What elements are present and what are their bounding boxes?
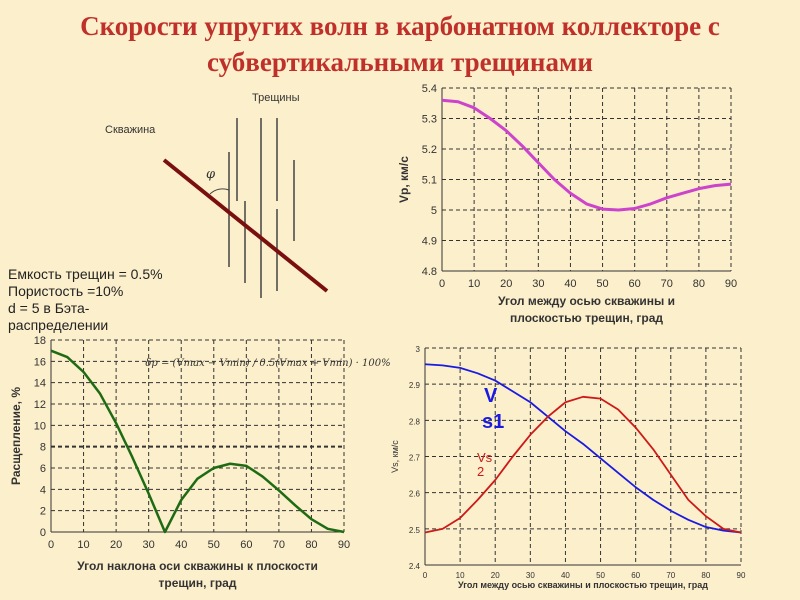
x-tick-label: 20 [500,278,512,290]
x-tick-label: 60 [629,278,641,290]
borehole-line [162,158,329,293]
title-line-1: Скорости упругих волн в карбонатном колл… [80,11,720,41]
x-tick-label: 90 [338,539,350,551]
x-tick-label: 70 [666,571,675,580]
x-tick-label: 20 [491,571,500,580]
x-tick-label: 50 [596,278,608,290]
title-line-2: субвертикальными трещинами [207,47,593,77]
crack-lines [228,118,295,298]
x-tick-label: 70 [273,539,285,551]
x-tick-label: 20 [110,539,122,551]
x-tick-label: 10 [468,278,480,290]
x-tick-label: 90 [725,278,737,290]
y-tick-label: 2.5 [409,526,421,535]
series-line-vs2 [424,395,742,534]
x-tick-label: 40 [561,571,570,580]
x-tick-label: 90 [737,571,746,580]
x-tick-label: 50 [208,539,220,551]
x-axis-label: трещин, град [159,576,237,590]
x-tick-label: 80 [305,539,317,551]
x-axis-label: Угол между осью скважины и [498,294,675,308]
vs2-label: 2 [477,464,484,479]
chart-vp: 0 10 20 30 40 50 60 70 80 90 4.8 4.9 5 5.1 5.2 5.3 5.4 Vp… [397,83,737,325]
y-tick-label: 2.7 [409,454,421,463]
param-crack-capacity: Емкость трещин = 0.5% [8,266,163,282]
y-tick-label: 5.3 [422,114,437,126]
chart-vs: 0 10 20 30 40 50 60 70 80 90 2.4 2.5 2.6 2.7 2.8 2.9 3 Vs… [390,345,746,590]
series-line-vs1 [424,363,742,534]
x-axis-label: Угол наклона оси скважины к плоскости [77,559,318,573]
y-tick-label: 6 [40,463,46,475]
angle-phi-label: φ [206,167,216,182]
x-axis-label: Угол между осью скважины и плоскостью тр… [458,580,708,590]
y-tick-label: 2.8 [409,417,421,426]
y-tick-label: 4.8 [422,266,437,278]
y-axis-label: Расщепление, % [9,387,23,485]
x-tick-label: 80 [701,571,710,580]
x-tick-label: 50 [596,571,605,580]
x-tick-label: 0 [423,571,428,580]
series-line-расщепление [50,349,345,534]
x-tick-label: 30 [526,571,535,580]
splitting-formula: δp = (Vmax − Vmin) / 0.5(Vmax + Vmin) · … [145,358,390,369]
borehole-label: Скважина [105,124,156,136]
x-tick-label: 30 [143,539,155,551]
y-tick-label: 10 [34,420,46,432]
x-tick-label: 80 [693,278,705,290]
param-d-line1: d = 5 в Бэта- [8,300,90,316]
y-axis-label: Vs, км/с [390,440,400,473]
y-tick-label: 2.4 [409,562,421,571]
y-tick-label: 5 [431,205,437,217]
y-tick-label: 2.6 [409,490,421,499]
series-line-vp [441,98,732,212]
param-d-line2: распределении [8,317,109,333]
model-parameters: Емкость трещин = 0.5% Пористость =10% d … [8,266,163,334]
y-tick-label: 5.1 [422,175,437,187]
x-tick-label: 40 [175,539,187,551]
y-tick-label: 4.9 [422,236,437,248]
x-tick-label: 0 [439,278,445,290]
y-tick-label: 3 [416,345,421,354]
x-tick-label: 60 [631,571,640,580]
y-axis-label: Vp, км/с [397,156,411,203]
vs2-label: Vs [477,450,493,465]
vs1-label: s1 [482,411,504,433]
param-porosity: Пористость =10% [8,283,124,299]
y-tick-label: 4 [40,484,46,496]
y-tick-label: 2 [40,506,46,518]
y-tick-label: 18 [34,335,46,347]
cracks-label: Трещины [252,92,300,104]
x-tick-label: 30 [532,278,544,290]
y-tick-label: 2.9 [409,381,421,390]
y-tick-label: 5.4 [422,83,437,95]
x-tick-label: 70 [661,278,673,290]
x-tick-label: 10 [77,539,89,551]
x-tick-label: 0 [48,539,54,551]
y-tick-label: 0 [40,527,46,539]
y-tick-label: 8 [40,442,46,454]
vs1-label: V [484,385,498,407]
x-tick-label: 10 [456,571,465,580]
y-tick-label: 5.2 [422,144,437,156]
chart-split: 0 10 20 30 40 50 60 70 80 90 0 2 4 6 8 10 12 14 16 18 Расщеп… [9,335,391,590]
slide-title: Скорости упругих волн в карбонатном колл… [0,8,800,80]
y-tick-label: 16 [34,356,46,368]
y-tick-label: 12 [34,399,46,411]
x-tick-label: 60 [240,539,252,551]
y-tick-label: 14 [34,378,46,390]
x-tick-label: 40 [564,278,576,290]
angle-arc [209,188,230,195]
x-axis-label: плоскостью трещин, град [510,311,663,325]
